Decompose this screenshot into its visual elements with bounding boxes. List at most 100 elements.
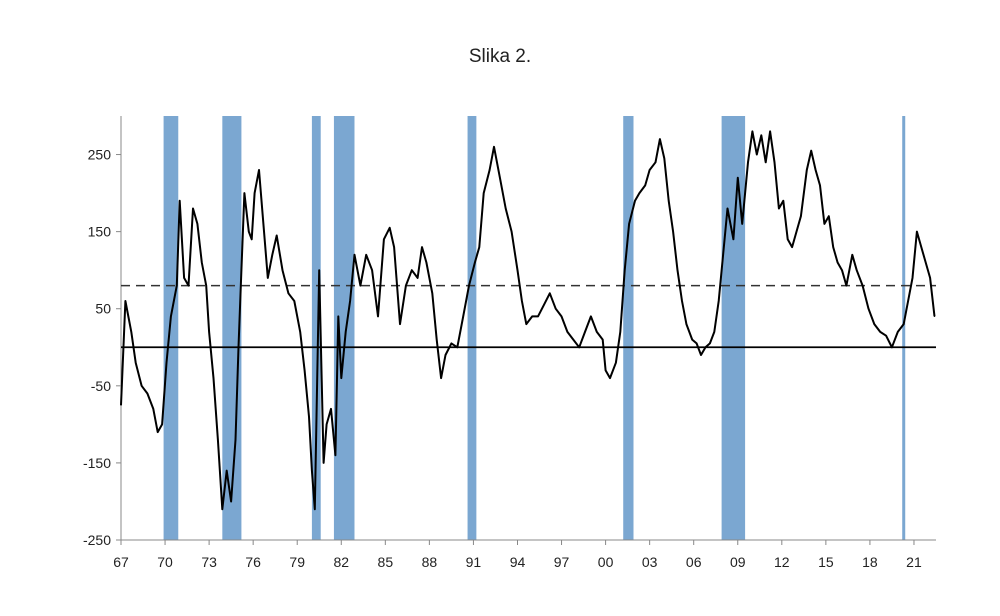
recession-band-8 <box>902 116 906 540</box>
data-point <box>217 439 219 441</box>
data-point <box>468 285 470 287</box>
data-point <box>208 331 210 333</box>
data-point <box>590 315 592 318</box>
data-point <box>615 362 617 364</box>
data-point <box>237 346 240 348</box>
data-point <box>933 315 936 318</box>
data-point <box>450 342 453 345</box>
data-point <box>456 346 458 348</box>
data-point <box>478 246 480 248</box>
y-tick-label: 150 <box>88 224 112 240</box>
data-point <box>638 192 640 194</box>
recession-band-5 <box>467 116 477 540</box>
data-point <box>925 261 927 264</box>
data-point <box>810 150 812 152</box>
x-tick-label: 91 <box>466 554 482 570</box>
y-axis-ticks: 250 150 50 -50 -150 -250 <box>83 147 121 548</box>
data-point <box>769 130 771 133</box>
data-point <box>383 238 385 240</box>
x-tick-label: 70 <box>157 554 173 570</box>
data-point <box>505 207 507 210</box>
reference-lines <box>121 284 936 349</box>
x-tick-label: 06 <box>686 554 702 570</box>
data-point <box>444 354 447 356</box>
data-point <box>800 215 802 217</box>
data-point <box>377 315 379 318</box>
data-point <box>157 431 159 433</box>
data-point <box>602 338 604 341</box>
data-point <box>271 254 273 256</box>
data-point <box>747 161 749 163</box>
data-point <box>619 331 621 333</box>
x-tick-label: 73 <box>201 554 217 570</box>
x-tick-label: 82 <box>333 554 349 570</box>
data-point <box>170 315 172 318</box>
x-tick-label: 97 <box>554 554 570 570</box>
data-point <box>440 377 442 379</box>
data-point <box>248 231 250 233</box>
data-point <box>389 227 391 229</box>
data-point <box>861 285 864 287</box>
data-point <box>349 300 351 302</box>
x-tick-label: 67 <box>113 554 129 570</box>
data-point <box>334 454 336 456</box>
data-point <box>654 161 657 163</box>
data-point <box>722 254 724 256</box>
data-point <box>814 169 817 171</box>
data-point <box>192 207 194 210</box>
data-point <box>845 285 848 287</box>
data-point <box>411 269 413 271</box>
y-tick-label: -150 <box>83 455 111 471</box>
x-tick-label: 09 <box>730 554 746 570</box>
data-point <box>299 331 301 333</box>
data-point <box>462 315 464 318</box>
recession-band-6 <box>623 116 634 540</box>
data-point <box>359 285 361 287</box>
y-tick-label: -250 <box>83 532 111 548</box>
data-point <box>425 261 428 264</box>
x-tick-label: 12 <box>774 554 790 570</box>
data-point <box>787 238 789 240</box>
data-point <box>226 470 228 472</box>
data-point <box>493 146 495 148</box>
data-point <box>604 369 607 371</box>
data-point <box>696 342 698 345</box>
x-tick-label: 85 <box>378 554 394 570</box>
data-point <box>254 192 256 194</box>
x-tick-label: 79 <box>289 554 305 570</box>
data-point <box>555 308 557 310</box>
x-tick-label: 18 <box>862 554 878 570</box>
data-point <box>234 439 237 441</box>
y-tick-label: -50 <box>91 378 111 394</box>
data-point <box>920 246 922 248</box>
data-point <box>756 153 758 156</box>
data-point <box>483 192 485 194</box>
data-point <box>907 300 909 302</box>
data-point <box>474 261 476 264</box>
data-point <box>732 238 734 240</box>
data-point <box>243 192 245 194</box>
data-point <box>240 269 243 271</box>
data-point <box>311 470 313 472</box>
data-point <box>628 223 630 225</box>
data-point <box>837 261 839 264</box>
recession-band-3 <box>311 116 321 540</box>
data-point <box>578 346 580 348</box>
data-point <box>325 423 328 425</box>
data-point <box>281 269 284 271</box>
data-point <box>345 331 347 333</box>
axes <box>120 116 936 541</box>
x-tick-label: 03 <box>642 554 658 570</box>
data-point <box>140 385 143 387</box>
data-point <box>499 177 501 179</box>
data-point <box>891 346 893 348</box>
data-point <box>819 184 821 186</box>
data-point <box>511 231 513 233</box>
data-point <box>130 331 132 333</box>
data-point <box>737 177 739 179</box>
data-point <box>634 200 636 202</box>
data-point <box>685 323 687 325</box>
data-point <box>124 300 127 302</box>
data-point <box>644 184 646 186</box>
